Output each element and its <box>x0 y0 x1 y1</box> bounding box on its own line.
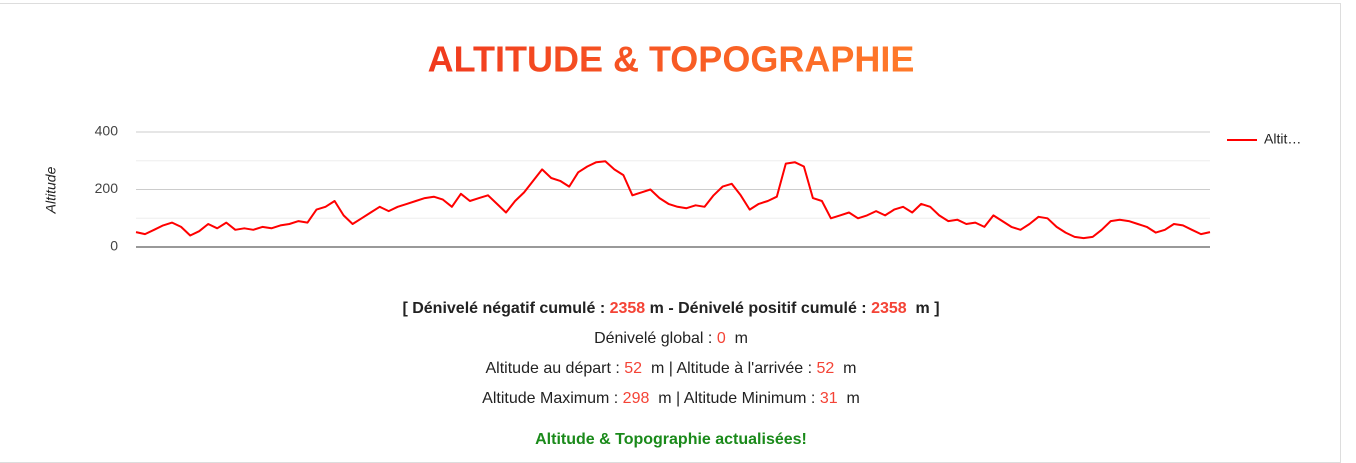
bracket: [ <box>402 300 408 317</box>
y-tick-label: 200 <box>95 180 119 196</box>
value: 31 <box>819 390 838 407</box>
label: Altitude Maximum : <box>482 390 619 407</box>
unit: m <box>734 330 748 347</box>
y-tick-label: 400 <box>95 123 119 139</box>
value: 0 <box>716 330 726 347</box>
chart: ALTITUDE & TOPOGRAPHIE Altitude 0 200 400 A… <box>43 39 1302 254</box>
stats-max-min: Altitude Maximum : 298 m | Altitude Mini… <box>0 390 1342 408</box>
separator: | <box>668 360 673 377</box>
bracket: ] <box>934 300 940 317</box>
label: Altitude à l'arrivée : <box>676 360 813 377</box>
line <box>135 160 1211 240</box>
chart-title: ALTITUDE & TOPOGRAPHIE <box>428 39 915 80</box>
unit: m <box>843 360 857 377</box>
y-tick-label: 0 <box>110 238 118 254</box>
value: 2358 <box>609 300 646 317</box>
label: Altitude Minimum : <box>683 390 816 407</box>
separator: - <box>668 300 674 317</box>
stats-depart-arrivee: Altitude au départ : 52 m | Altitude à l… <box>0 360 1342 378</box>
value: 2358 <box>871 300 907 317</box>
unit: m <box>649 300 664 317</box>
value: 298 <box>622 390 650 407</box>
label: Altitude au départ : <box>485 360 620 377</box>
stats-global: Dénivelé global : 0 m <box>0 330 1342 348</box>
label: Dénivelé positif cumulé : <box>678 300 867 317</box>
separator: | <box>676 390 681 407</box>
unit: m <box>650 360 665 377</box>
unit: m <box>846 390 860 407</box>
value: 52 <box>816 360 835 377</box>
label: Dénivelé négatif cumulé : <box>412 300 606 317</box>
value: 52 <box>624 360 643 377</box>
stats-cumul: [ Dénivelé négatif cumulé : 2358 m - Dén… <box>0 300 1342 318</box>
unit: m <box>658 390 672 407</box>
y-axis-title: Altitude <box>43 166 59 214</box>
status-message: Altitude & Topographie actualisées! <box>535 431 807 448</box>
label: Dénivelé global : <box>594 330 713 347</box>
page: ALTITUDE & TOPOGRAPHIE Altitude 0 200 400 A… <box>0 3 1342 463</box>
legend-label: Altit… <box>1264 131 1301 147</box>
unit: m <box>915 300 930 317</box>
